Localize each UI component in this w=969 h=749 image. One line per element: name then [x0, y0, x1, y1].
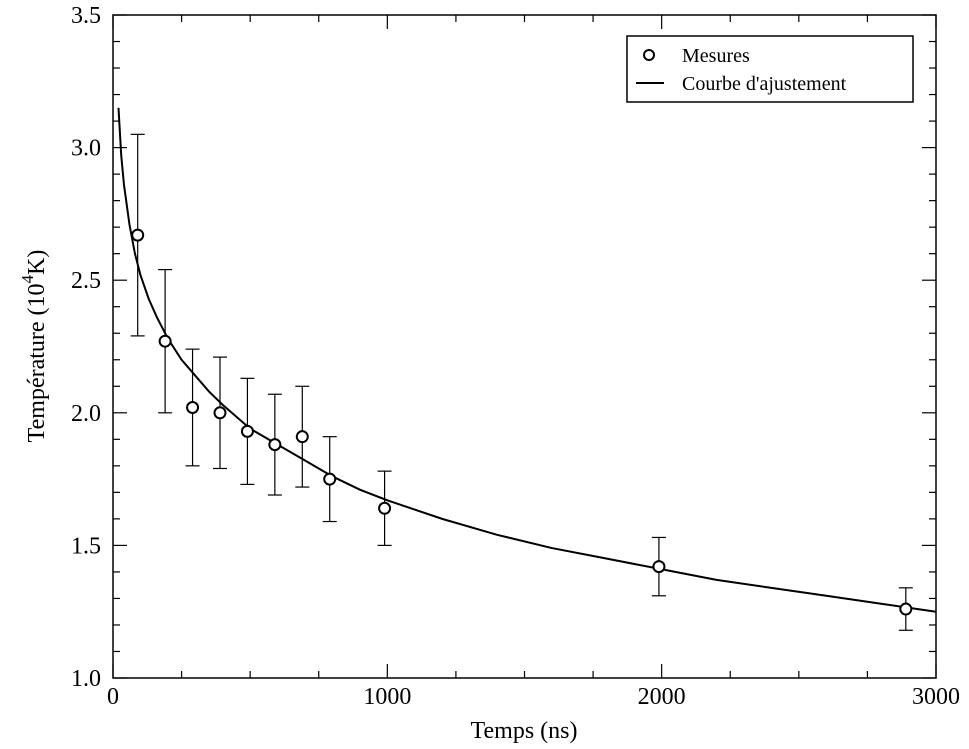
y-axis-title-unit: K) [24, 250, 50, 275]
plot-area [112, 14, 937, 679]
y-tick-label: 3.0 [71, 136, 101, 162]
x-tick-label: 3000 [912, 684, 960, 710]
fit-curve-group [117, 107, 937, 613]
legend-marker-circle [643, 49, 655, 61]
x-tick-label: 2000 [638, 684, 686, 710]
legend-label-fit: Courbe d'ajustement [682, 73, 847, 95]
y-axis-title-main: Température (10 [24, 283, 50, 442]
error-bars [130, 133, 913, 631]
data-point [323, 472, 337, 486]
data-point [158, 334, 172, 348]
y-tick-label: 1.5 [71, 533, 101, 559]
data-point [899, 602, 913, 616]
x-tick-label: 1000 [363, 684, 411, 710]
y-tick-label: 1.0 [71, 666, 101, 692]
plot-frame [112, 14, 937, 679]
data-point [186, 400, 200, 414]
data-point [213, 406, 227, 420]
legend: Mesures Courbe d'ajustement [626, 35, 914, 103]
data-point [652, 560, 666, 574]
y-tick-label: 2.0 [71, 401, 101, 427]
x-tick-label: 0 [107, 684, 119, 710]
legend-box [626, 35, 914, 103]
data-point [131, 228, 145, 242]
y-axis-title-exponent: 4 [18, 274, 37, 283]
fit-curve [117, 107, 937, 613]
y-tick-label: 3.5 [71, 3, 101, 29]
legend-label-measures: Mesures [682, 45, 750, 67]
y-axis-title: Température (104K) [18, 250, 50, 443]
data-point [295, 430, 309, 444]
y-tick-label: 2.5 [71, 268, 101, 294]
data-points [131, 228, 913, 616]
data-point [268, 438, 282, 452]
x-axis-title: Temps (ns) [471, 718, 578, 744]
data-point [378, 501, 392, 515]
data-point [240, 424, 254, 438]
tick-labels: 0 1000 2000 3000 1.0 1.5 2.0 2.5 3.0 3.5 [71, 3, 960, 710]
axis-ticks [112, 14, 937, 679]
